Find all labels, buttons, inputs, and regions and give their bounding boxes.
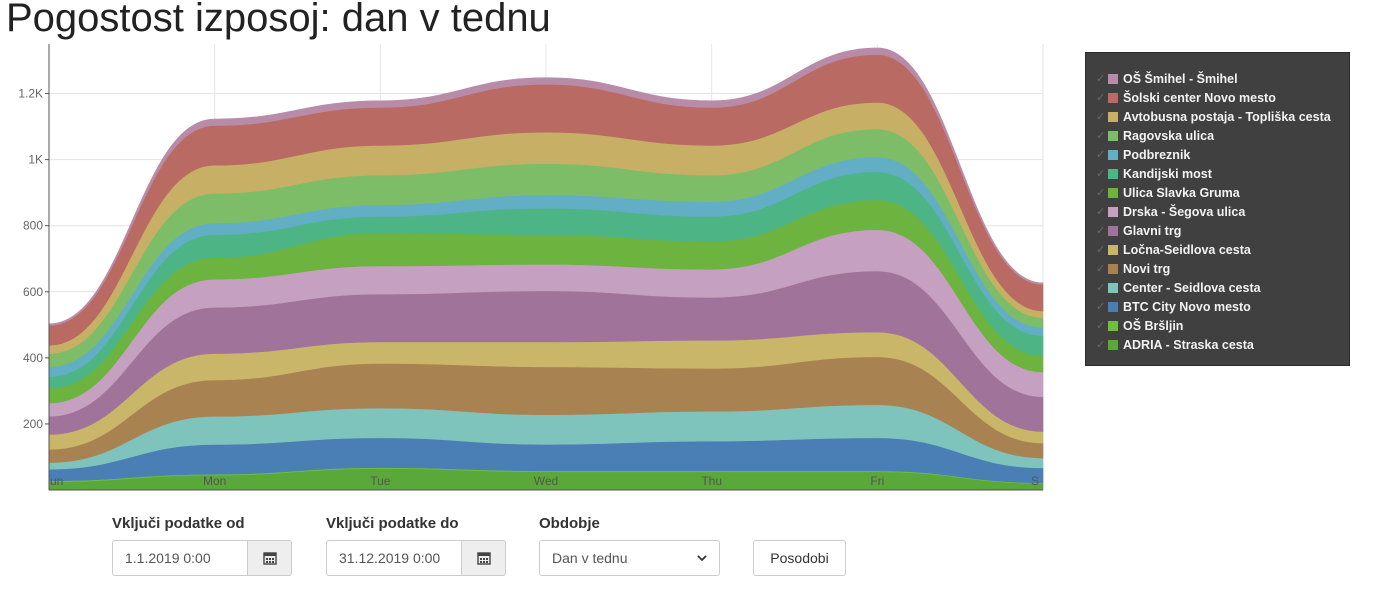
legend-label: Center - Seidlova cesta [1123,280,1261,295]
check-icon: ✓ [1096,301,1106,313]
check-icon: ✓ [1096,130,1106,142]
period-select[interactable]: Dan v tednu [539,540,720,576]
check-icon: ✓ [1096,73,1106,85]
to-date-label: Vključi podatke do [326,515,459,532]
period-select-value: Dan v tednu [552,550,628,566]
x-tick-label: Tue [370,474,391,488]
legend-swatch [1108,282,1118,293]
legend-swatch [1108,130,1118,141]
legend-swatch [1108,73,1118,84]
legend-item[interactable]: ✓ Šolski center Novo mesto [1096,88,1349,107]
axes: 200 400 600 800 1K 1.2K un Mon Tue Wed Thu Fri S [18,44,1043,491]
chevron-down-icon [697,554,707,561]
from-date-label: Vključi podatke od [112,515,245,532]
legend-swatch [1108,320,1118,331]
legend-label: Ločna-Seidlova cesta [1123,242,1251,257]
check-icon: ✓ [1096,263,1106,275]
legend-label: Šolski center Novo mesto [1123,90,1276,105]
legend-item[interactable]: ✓ OŠ Bršljin [1096,316,1349,335]
legend-swatch [1108,339,1118,350]
legend-label: Kandijski most [1123,166,1212,181]
legend-swatch [1108,111,1118,122]
legend-swatch [1108,168,1118,179]
legend-label: ADRIA - Straska cesta [1123,337,1254,352]
x-tick-label: Thu [701,474,722,488]
y-tick-label: 600 [23,285,43,299]
x-tick-label: Wed [534,474,558,488]
legend-item[interactable]: ✓ Ragovska ulica [1096,126,1349,145]
legend-item[interactable]: ✓ Kandijski most [1096,164,1349,183]
legend-item[interactable]: ✓ Ločna-Seidlova cesta [1096,240,1349,259]
x-tick-label: Mon [203,474,226,488]
legend-label: Novi trg [1123,261,1171,276]
area-series-14 [48,47,1044,326]
x-tick-label: un [50,474,63,488]
period-label: Obdobje [539,515,600,532]
area-series-group [48,47,1044,491]
check-icon: ✓ [1096,320,1106,332]
to-date-group [326,540,506,576]
legend-item[interactable]: ✓ Podbreznik [1096,145,1349,164]
legend-swatch [1108,187,1118,198]
page-title: Pogostost izposoj: dan v tednu [6,0,551,40]
check-icon: ✓ [1096,225,1106,237]
calendar-icon [262,552,277,565]
y-tick-label: 200 [23,417,43,431]
x-tick-label: S [1031,474,1039,488]
legend-swatch [1108,301,1118,312]
legend-item[interactable]: ✓ Glavni trg [1096,221,1349,240]
legend-label: Ragovska ulica [1123,128,1215,143]
legend-item[interactable]: ✓ OŠ Šmihel - Šmihel [1096,69,1349,88]
legend-swatch [1108,149,1118,160]
check-icon: ✓ [1096,149,1106,161]
legend-item[interactable]: ✓ Ulica Slavka Gruma [1096,183,1349,202]
legend-label: Glavni trg [1123,223,1182,238]
legend-item[interactable]: ✓ Novi trg [1096,259,1349,278]
legend-item[interactable]: ✓ Center - Seidlova cesta [1096,278,1349,297]
calendar-icon [476,552,491,565]
update-button[interactable]: Posodobi [753,540,846,576]
check-icon: ✓ [1096,244,1106,256]
from-date-group [112,540,292,576]
chart-legend: ✓ OŠ Šmihel - Šmihel ✓ Šolski center Novo m… [1085,52,1350,366]
legend-label: Drska - Šegova ulica [1123,204,1246,219]
legend-item[interactable]: ✓ BTC City Novo mesto [1096,297,1349,316]
legend-label: OŠ Šmihel - Šmihel [1123,71,1238,86]
legend-item[interactable]: ✓ ADRIA - Straska cesta [1096,335,1349,354]
x-tick-label: Fri [870,474,884,488]
check-icon: ✓ [1096,206,1106,218]
legend-item[interactable]: ✓ Avtobusna postaja - Topliška cesta [1096,107,1349,126]
stacked-area-chart: 200 400 600 800 1K 1.2K un Mon Tue Wed Thu Fri S [18,44,1044,491]
legend-swatch [1108,225,1118,236]
legend-label: BTC City Novo mesto [1123,299,1251,314]
y-tick-label: 800 [23,219,43,233]
y-tick-label: 1K [28,153,43,167]
legend-label: Ulica Slavka Gruma [1123,185,1240,200]
legend-swatch [1108,244,1118,255]
from-date-input[interactable] [112,540,248,576]
legend-label: Podbreznik [1123,147,1191,162]
legend-swatch [1108,263,1118,274]
legend-label: OŠ Bršljin [1123,318,1184,333]
check-icon: ✓ [1096,111,1106,123]
check-icon: ✓ [1096,339,1106,351]
y-tick-label: 400 [23,351,43,365]
check-icon: ✓ [1096,168,1106,180]
to-calendar-button[interactable] [462,540,506,576]
check-icon: ✓ [1096,282,1106,294]
check-icon: ✓ [1096,92,1106,104]
y-tick-label: 1.2K [18,87,43,101]
check-icon: ✓ [1096,187,1106,199]
legend-swatch [1108,206,1118,217]
legend-swatch [1108,92,1118,103]
to-date-input[interactable] [326,540,462,576]
from-calendar-button[interactable] [248,540,292,576]
legend-item[interactable]: ✓ Drska - Šegova ulica [1096,202,1349,221]
legend-label: Avtobusna postaja - Topliška cesta [1123,109,1331,124]
